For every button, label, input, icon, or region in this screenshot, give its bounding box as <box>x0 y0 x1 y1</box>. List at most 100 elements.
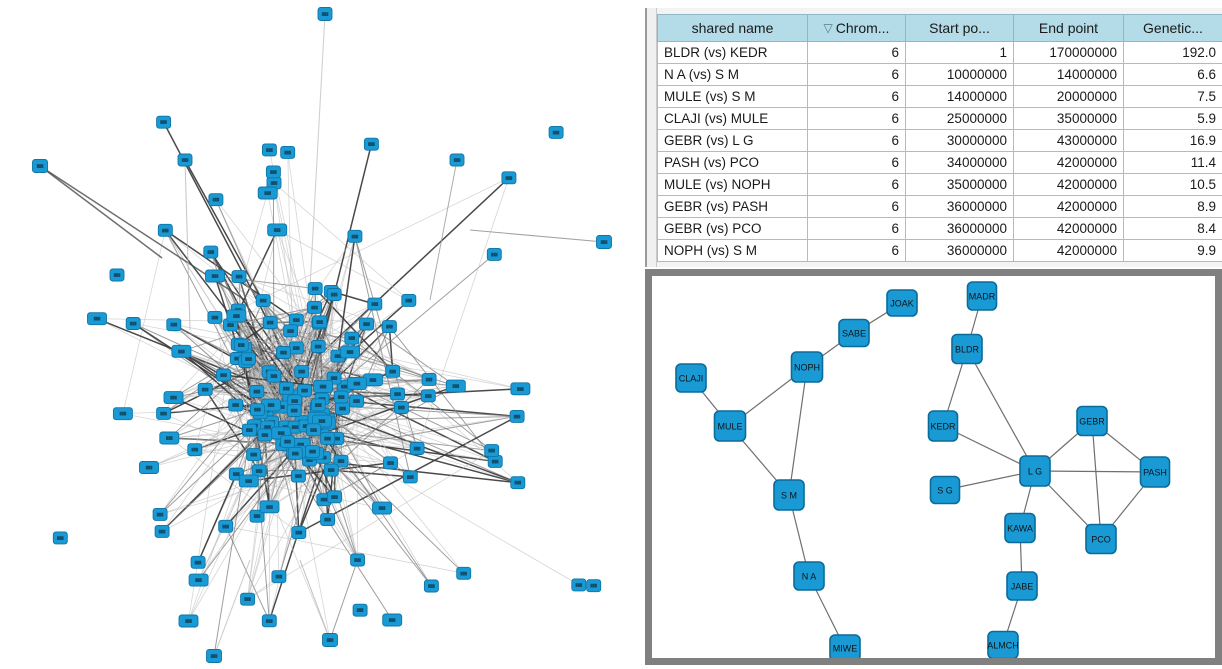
column-header-start-point[interactable]: Start po... <box>905 14 1014 42</box>
results-table-panel[interactable]: shared name ▽ Chrom... Start po... End po… <box>645 8 1222 267</box>
full-network-node[interactable]: ███ <box>233 338 249 352</box>
full-network-node[interactable]: ███ <box>231 270 247 284</box>
full-network-panel[interactable]: ███ ███ ███ ███ ███ ███ ███ ███ ███ ███ ███ ███ ███ █… <box>0 0 640 669</box>
full-network-node[interactable]: ███ <box>323 463 339 477</box>
full-network-node[interactable]: ███ <box>510 382 531 396</box>
column-header-shared-name[interactable]: shared name <box>657 14 808 42</box>
full-network-node[interactable]: ███ <box>203 245 219 259</box>
subnetwork-node-bldr[interactable]: BLDR <box>951 333 983 365</box>
subnetwork-node-miwe[interactable]: MIWE <box>829 634 861 658</box>
full-network-node[interactable]: ███ <box>255 294 271 308</box>
full-network-node[interactable]: ███ <box>280 145 296 159</box>
subnetwork-edge[interactable] <box>788 366 808 496</box>
full-network-node[interactable]: ███ <box>335 401 350 415</box>
full-network-node[interactable]: ███ <box>596 235 612 249</box>
full-network-node[interactable]: ███ <box>218 519 234 533</box>
full-network-node[interactable]: ███ <box>190 555 206 569</box>
full-network-node[interactable]: ███ <box>257 428 273 442</box>
full-network-node[interactable]: ███ <box>445 379 466 393</box>
full-network-node[interactable]: ███ <box>486 247 502 261</box>
subnetwork-node-l-g[interactable]: L G <box>1019 455 1051 487</box>
full-network-node[interactable]: ███ <box>317 7 333 21</box>
full-network-node[interactable]: ███ <box>288 313 304 327</box>
subnetwork-node-noph[interactable]: NOPH <box>790 351 824 383</box>
full-network-node[interactable]: ███ <box>290 469 306 483</box>
full-network-node[interactable]: ███ <box>291 526 307 540</box>
full-network-node[interactable]: ███ <box>288 341 304 355</box>
full-network-node[interactable]: ███ <box>322 633 338 647</box>
full-network-node[interactable]: ███ <box>257 186 278 200</box>
full-network-node[interactable]: ███ <box>312 315 328 329</box>
full-network-node[interactable]: ███ <box>509 409 525 423</box>
full-network-node[interactable]: ███ <box>156 406 172 420</box>
full-network-node[interactable]: ███ <box>449 153 465 167</box>
full-network-node[interactable]: ███ <box>372 501 392 515</box>
full-network-node[interactable]: ███ <box>280 435 296 449</box>
full-network-node[interactable]: ███ <box>261 143 277 157</box>
full-network-node[interactable]: ███ <box>163 391 184 405</box>
full-network-node[interactable]: ███ <box>381 320 397 334</box>
full-network-node[interactable]: ███ <box>125 317 141 330</box>
full-network-node[interactable]: ███ <box>109 268 125 282</box>
table-row[interactable]: GEBR (vs) PCO 6 36000000 42000000 8.4 <box>657 217 1222 240</box>
full-network-node[interactable]: ███ <box>510 476 526 490</box>
full-network-node[interactable]: ███ <box>208 193 224 207</box>
subnetwork-edge[interactable] <box>1091 420 1102 540</box>
full-network-node[interactable]: ███ <box>249 385 265 398</box>
full-network-node[interactable]: ███ <box>52 531 68 545</box>
full-network-node[interactable]: ███ <box>241 352 256 366</box>
results-table[interactable]: shared name ▽ Chrom... Start po... End po… <box>657 14 1222 262</box>
full-network-node[interactable]: ███ <box>240 592 256 606</box>
subnetwork-node-almch[interactable]: ALMCH <box>987 630 1019 659</box>
full-network-node[interactable]: ███ <box>246 448 262 462</box>
full-network-node[interactable]: ███ <box>188 573 209 587</box>
full-network-node[interactable]: ███ <box>206 649 222 663</box>
table-vertical-scrollbar[interactable] <box>647 8 657 267</box>
full-network-node[interactable]: ███ <box>359 317 374 331</box>
subnetwork-node-sabe[interactable]: SABE <box>838 318 870 348</box>
full-network-node[interactable]: ███ <box>238 474 259 488</box>
full-network-node[interactable]: ███ <box>205 269 225 283</box>
subnetwork-node-n-a[interactable]: N A <box>793 561 825 591</box>
subnetwork-node-s-g[interactable]: S G <box>929 475 961 505</box>
full-network-node[interactable]: ███ <box>420 389 436 403</box>
subnetwork-node-jabe[interactable]: JABE <box>1006 571 1038 601</box>
subnetwork-node-s-m[interactable]: S M <box>773 479 805 511</box>
full-network-node[interactable]: ███ <box>286 404 302 417</box>
full-network-node[interactable]: ███ <box>157 223 173 237</box>
results-table-body[interactable]: BLDR (vs) KEDR 6 1 170000000 192.0 N A (vs) S… <box>657 41 1222 262</box>
full-network-node[interactable]: ███ <box>340 345 361 359</box>
table-row[interactable]: GEBR (vs) L G 6 30000000 43000000 16.9 <box>657 129 1222 152</box>
full-network-node[interactable]: ███ <box>187 443 203 457</box>
full-network-node[interactable]: ███ <box>249 403 265 417</box>
full-network-node[interactable]: ███ <box>347 229 363 243</box>
full-network-node[interactable]: ███ <box>401 293 417 307</box>
full-network-node[interactable]: ███ <box>349 394 365 408</box>
full-network-node[interactable]: ███ <box>216 368 232 382</box>
full-network-node[interactable]: ███ <box>261 614 277 628</box>
full-network-node[interactable]: ███ <box>283 324 299 338</box>
column-header-chromosome[interactable]: ▽ Chrom... <box>807 14 906 42</box>
full-network-node[interactable]: ███ <box>87 312 107 326</box>
full-network-node[interactable]: ███ <box>154 524 170 538</box>
full-network-node[interactable]: ███ <box>197 382 213 396</box>
full-network-node[interactable]: ███ <box>548 125 564 139</box>
full-network-node[interactable]: ███ <box>177 153 193 167</box>
full-network-node[interactable]: ███ <box>310 340 326 353</box>
full-network-node[interactable]: ███ <box>350 553 366 567</box>
full-network-node[interactable]: ███ <box>226 309 247 323</box>
table-row[interactable]: MULE (vs) NOPH 6 35000000 42000000 10.5 <box>657 173 1222 196</box>
subnetwork-node-kawa[interactable]: KAWA <box>1004 512 1036 544</box>
table-row[interactable]: CLAJI (vs) MULE 6 25000000 35000000 5.9 <box>657 107 1222 130</box>
subnetwork-node-madr[interactable]: MADR <box>966 281 998 311</box>
full-network-node[interactable]: ███ <box>385 364 401 378</box>
full-network-node[interactable]: ███ <box>306 423 322 437</box>
full-network-node[interactable]: ███ <box>456 566 472 580</box>
subnetwork-edge[interactable] <box>1034 470 1156 473</box>
full-network-node[interactable]: ███ <box>207 310 223 324</box>
full-network-node[interactable]: ███ <box>152 507 168 521</box>
full-network-node[interactable]: ███ <box>327 490 342 504</box>
full-network-node[interactable]: ███ <box>346 376 367 390</box>
full-network-node[interactable]: ███ <box>159 431 180 445</box>
full-network-node[interactable]: ███ <box>307 282 323 296</box>
